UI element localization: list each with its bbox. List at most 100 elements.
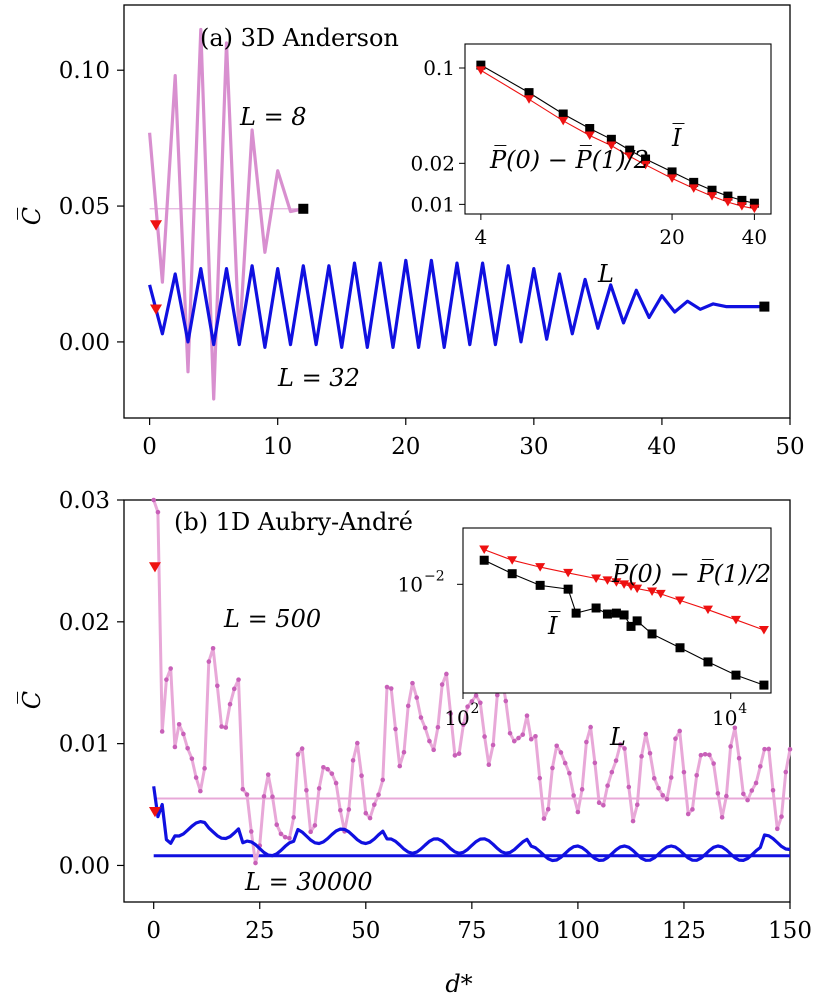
panel-b-xlabel: d* <box>445 970 472 998</box>
l500-point <box>605 783 610 788</box>
l500-point <box>490 742 496 748</box>
x-tick-label: 30 <box>519 434 548 460</box>
inset-b-triangle <box>479 545 490 555</box>
l500-point <box>431 747 436 753</box>
l500-point <box>758 764 763 769</box>
l500-point <box>571 793 576 798</box>
l500-point <box>176 722 182 727</box>
inset-b-square <box>563 584 573 594</box>
y-tick-label: 0.05 <box>59 194 110 220</box>
inset-a-label-I: I̅ <box>671 124 685 152</box>
x-tick-label: 10 <box>263 434 292 460</box>
l500-point <box>651 776 657 781</box>
inset-b-triangle <box>647 587 658 596</box>
inset-a-square <box>476 60 486 70</box>
l500-point <box>316 786 322 791</box>
l500-point <box>503 698 509 704</box>
l500-point <box>244 792 250 797</box>
l500-point <box>579 787 585 792</box>
inset-b-triangle <box>611 578 622 587</box>
l500-point <box>456 751 462 756</box>
inset-x-tick-label: 20 <box>659 225 684 249</box>
l500-point <box>643 731 649 737</box>
x-tick-label: 50 <box>351 918 380 944</box>
l500-point <box>210 645 216 651</box>
x-tick-label: 0 <box>142 434 157 460</box>
l500-point <box>253 860 258 866</box>
inset-x-tick-label: 4 <box>474 225 487 249</box>
l500-point <box>554 743 559 749</box>
l500-point <box>465 704 470 709</box>
l500-point <box>350 758 356 763</box>
inset-a-ticks: 4 20 40 0.01 0.02 0.1 <box>410 56 767 249</box>
inset-a-triangle <box>475 66 486 75</box>
l500-point <box>193 775 199 780</box>
l500-point <box>601 802 606 808</box>
inset-b-square <box>602 609 612 619</box>
triangle-marker <box>150 304 163 315</box>
l500-point <box>528 736 534 742</box>
l500-point <box>511 738 517 744</box>
l500-point <box>189 756 195 761</box>
l500-point <box>516 735 521 741</box>
x-tick-label: 50 <box>775 434 804 460</box>
l500-point <box>698 752 704 758</box>
l500-point <box>236 677 241 682</box>
l500-point <box>741 791 746 797</box>
l500-point <box>414 695 420 700</box>
x-tick-label: 150 <box>768 918 812 944</box>
l500-point <box>427 738 432 744</box>
inset-b-triangle <box>675 596 686 605</box>
triangle-marker <box>150 220 163 231</box>
inset-a-triangle <box>584 131 595 140</box>
l500-point <box>384 684 390 690</box>
l500-point <box>299 746 305 751</box>
l500-point <box>355 740 360 746</box>
l500-point <box>668 775 674 780</box>
inset-a-series <box>475 60 760 214</box>
l500-point <box>779 814 784 819</box>
label-l30000: L = 30000 <box>244 868 373 896</box>
label-l8: L = 8 <box>239 103 307 131</box>
l500-point <box>524 713 530 718</box>
series-l8 <box>148 27 304 401</box>
y-tick-label: 0.02 <box>59 610 110 636</box>
inset-x-tick-label: 10 <box>444 706 469 730</box>
x-tick-label: 0 <box>146 918 161 944</box>
l500-point <box>736 755 742 761</box>
inset-a-P-label: P̅(0) − P̅(1)/2 <box>489 146 649 174</box>
inset-y-tick-label: 0.1 <box>423 56 455 80</box>
l500-point <box>609 769 615 775</box>
inset-x-tick-label: 40 <box>742 225 767 249</box>
l500-point <box>321 764 326 770</box>
l500-point <box>287 835 292 841</box>
l500-point <box>367 815 373 821</box>
l500-point <box>774 826 780 832</box>
l500-point <box>393 726 398 732</box>
panel-a-frame <box>123 4 791 419</box>
inset-a-square <box>737 195 747 205</box>
inset-a-square <box>585 124 595 134</box>
l500-point <box>359 773 364 779</box>
inset-a-square <box>641 154 651 164</box>
inset-y-tick-label: 0.01 <box>410 192 455 216</box>
panel-b: 0 25 50 75 100 125 150 0.00 0.01 0.02 0.03 (b) 1D … <box>18 488 812 998</box>
l500-point <box>634 802 640 808</box>
l500-point <box>622 746 627 751</box>
l500-point <box>613 758 619 763</box>
inset-b-square <box>731 670 741 680</box>
l500-point <box>329 771 335 776</box>
l500-point <box>770 787 776 793</box>
panel-b-series <box>148 497 793 866</box>
inset-b-square <box>632 616 642 626</box>
inset-b-square <box>619 610 629 620</box>
inset-a-triangle <box>640 160 651 170</box>
l500-point <box>363 810 369 816</box>
l500-point <box>728 744 733 749</box>
l500-point <box>295 752 301 757</box>
l500-point <box>745 797 750 803</box>
inset-b-triangle <box>602 576 613 585</box>
inset-a-square <box>606 134 616 144</box>
l500-point <box>592 760 598 766</box>
